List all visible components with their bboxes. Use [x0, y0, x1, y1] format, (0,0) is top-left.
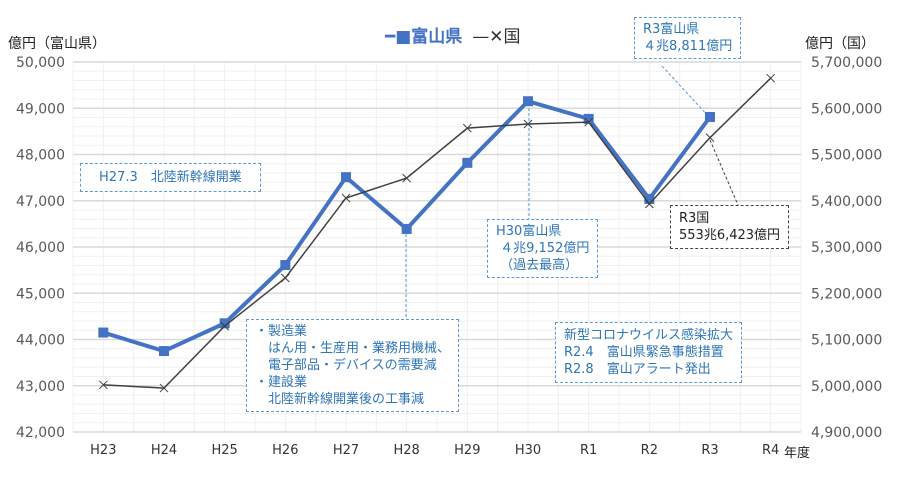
data-point-kuni	[644, 199, 654, 209]
y-tick-right: 5,700,000	[811, 55, 882, 71]
data-point-toyama	[219, 318, 230, 329]
y-tick-right: 4,900,000	[811, 425, 882, 441]
data-point-kuni	[462, 123, 472, 133]
x-tick-label: H29	[454, 443, 480, 458]
y-tick-right: 5,400,000	[811, 194, 882, 210]
data-point-kuni	[766, 73, 776, 83]
y-tick-left: 46,000	[16, 240, 65, 256]
data-point-kuni	[159, 383, 169, 393]
x-tick-label: H28	[394, 443, 420, 458]
data-point-toyama	[644, 193, 655, 204]
data-point-kuni	[705, 133, 715, 143]
y-tick-right: 5,600,000	[811, 101, 882, 117]
data-point-toyama	[462, 157, 473, 168]
annotation-r3-kuni: R3国 553兆6,423億円	[670, 205, 790, 249]
data-point-kuni	[402, 173, 412, 183]
y-tick-right: 5,500,000	[811, 148, 882, 164]
annotation-shinkansen: H27.3 北陸新幹線開業	[80, 163, 261, 192]
annotation-r3-toyama: R3富山県 ４兆8,811億円	[634, 17, 742, 59]
data-point-kuni	[280, 273, 290, 283]
data-point-kuni	[98, 380, 108, 390]
x-tick-label: R2	[641, 443, 658, 458]
left-axis-label: 億円（富山県）	[8, 36, 106, 52]
x-tick-label: R1	[580, 443, 597, 458]
data-point-kuni	[341, 193, 351, 203]
y-tick-left: 47,000	[16, 194, 65, 210]
data-point-toyama	[583, 113, 594, 124]
data-point-kuni	[584, 117, 594, 127]
annotation-covid: 新型コロナウイルス感染拡大 R2.4 富山県緊急事態措置 R2.8 富山アラート…	[555, 322, 743, 383]
y-tick-right: 5,000,000	[811, 379, 882, 395]
data-point-toyama	[98, 327, 109, 338]
y-tick-left: 49,000	[16, 101, 65, 117]
x-tick-label: H24	[151, 443, 177, 458]
data-point-kuni	[220, 321, 230, 331]
annotation-h28-reason: ・製造業 はん用・生産用・業務用機械、 電子部品・デバイスの需要減 ・建設業 北…	[246, 319, 460, 412]
y-tick-right: 5,100,000	[811, 333, 882, 349]
annotation-leader-line	[661, 65, 711, 119]
data-point-toyama	[159, 346, 169, 357]
x-tick-label: R3	[701, 443, 718, 458]
x-tick-label: R4	[762, 443, 779, 458]
data-point-toyama	[280, 260, 291, 271]
right-axis-label: 億円（国）	[805, 36, 875, 52]
y-tick-left: 45,000	[16, 286, 65, 302]
x-tick-label: H30	[515, 443, 541, 458]
x-tick-label: H25	[212, 443, 238, 458]
y-tick-left: 44,000	[16, 333, 65, 349]
data-point-toyama	[341, 172, 351, 183]
legend: ━■富山県 —✕国	[385, 22, 521, 47]
y-tick-left: 50,000	[16, 55, 65, 71]
legend-toyama: ━■富山県	[385, 27, 463, 47]
y-tick-left: 48,000	[16, 148, 65, 164]
y-tick-right: 5,200,000	[811, 286, 882, 302]
x-tick-label: H23	[90, 443, 116, 458]
data-point-toyama	[523, 96, 533, 107]
annotation-leader-line	[709, 139, 739, 206]
y-tick-left: 43,000	[16, 379, 65, 395]
data-point-toyama	[401, 223, 412, 234]
data-point-kuni	[523, 119, 533, 129]
x-tick-label: H26	[272, 443, 298, 458]
series-line-1	[103, 77, 772, 389]
x-axis-label: 年度	[784, 446, 811, 461]
y-tick-right: 5,300,000	[811, 240, 882, 256]
data-point-toyama	[705, 111, 715, 122]
x-tick-label: H27	[333, 443, 359, 458]
annotation-h30-toyama: H30富山県 ４兆9,152億円 （過去最高）	[487, 219, 599, 278]
legend-kuni: —✕国	[472, 27, 521, 47]
y-tick-left: 42,000	[16, 425, 65, 441]
square-marker-icon: ━■	[385, 27, 412, 47]
x-marker-icon: —✕	[472, 27, 504, 47]
